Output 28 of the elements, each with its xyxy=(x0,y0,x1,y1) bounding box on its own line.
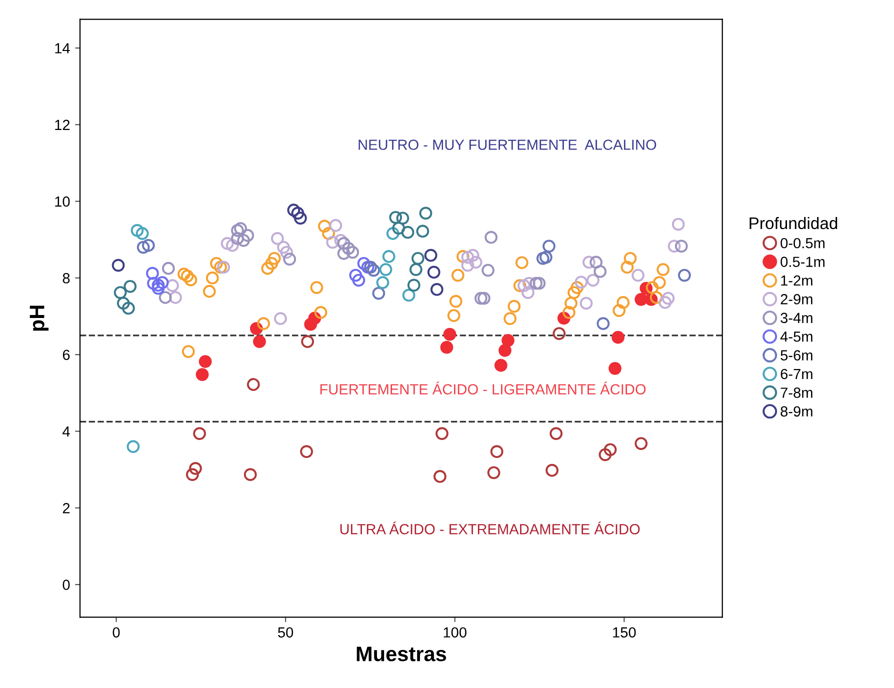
legend-label: 3-4m xyxy=(780,312,812,324)
x-tick-label: 0 xyxy=(112,627,120,638)
legend-label: 8-9m xyxy=(780,406,812,417)
legend-label: 7-8m xyxy=(780,388,812,398)
y-tick-label: 2 xyxy=(62,503,70,514)
y-tick-label: 14 xyxy=(55,43,70,54)
legend-label: 6-7m xyxy=(780,368,812,380)
x-tick-label: 50 xyxy=(278,627,294,638)
y-tick-label: 10 xyxy=(55,196,70,207)
annotation: ULTRA ÁCIDO - EXTREMADAMENTE ÁCIDO xyxy=(340,522,640,534)
y-tick-label: 6 xyxy=(62,350,70,360)
legend-label: 0.5-1m xyxy=(780,256,824,267)
x-tick-label: 100 xyxy=(444,627,466,638)
y-tick-label: 8 xyxy=(62,273,70,284)
x-axis-title: Muestras xyxy=(356,646,446,662)
legend-label: 2-9m xyxy=(780,294,812,304)
legend-label: 4-5m xyxy=(780,332,812,342)
legend-title: Profundidad xyxy=(750,216,838,230)
y-tick-label: 12 xyxy=(55,120,70,130)
legend-label: 5-6m xyxy=(780,350,812,360)
x-tick-label: 150 xyxy=(613,627,636,638)
annotation: FUERTEMENTE ÁCIDO - LIGERAMENTE ÁCIDO xyxy=(320,382,646,394)
legend-label: 0-0.5m xyxy=(780,238,824,248)
y-tick-label: 0 xyxy=(62,580,70,590)
y-tick-label: 4 xyxy=(62,426,70,437)
legend-label: 1-2m xyxy=(781,275,812,286)
annotation: NEUTRO - MUY FUERTEMENTE ALCALINO xyxy=(358,140,656,150)
y-axis-title: pH xyxy=(30,306,49,331)
